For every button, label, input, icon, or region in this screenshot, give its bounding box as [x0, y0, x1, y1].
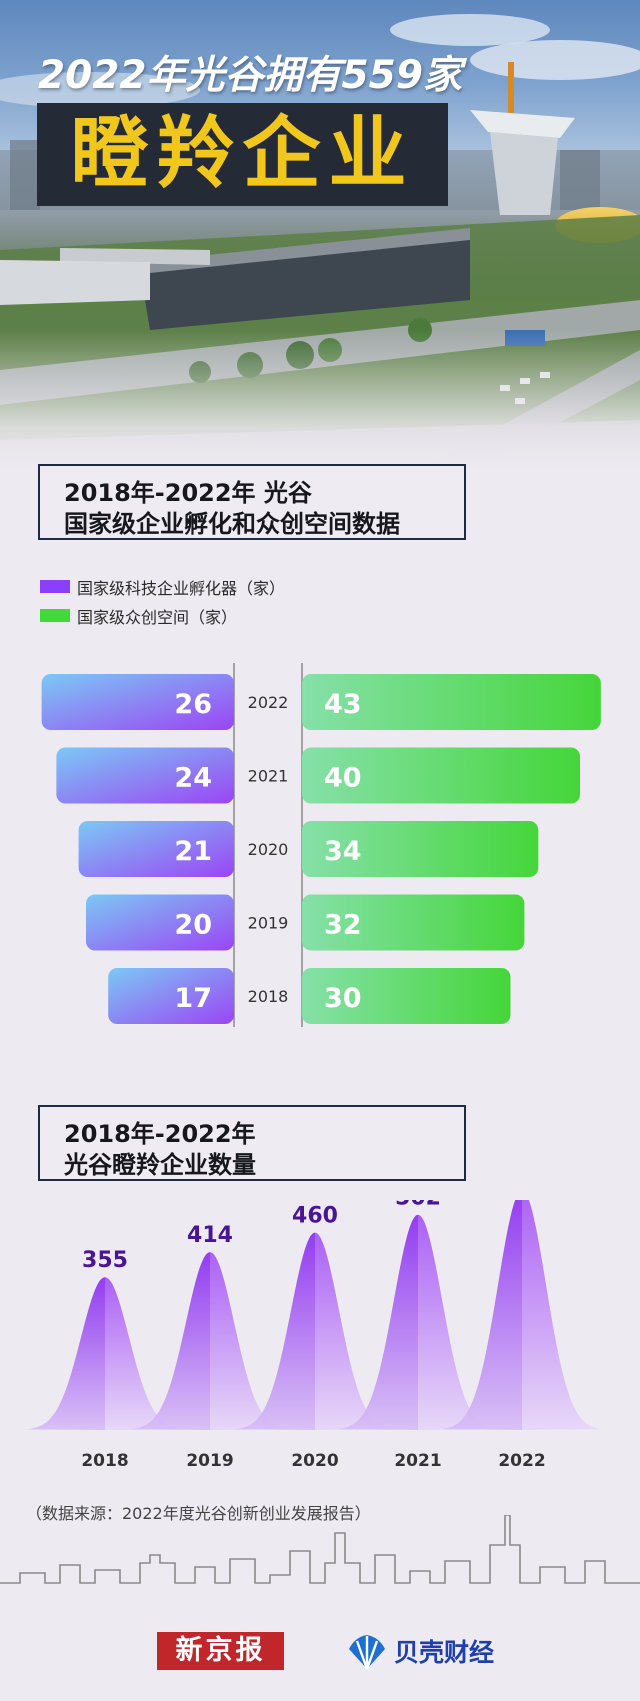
peak-year-2021: 2021 [394, 1451, 441, 1471]
peak-value-2018: 355 [82, 1248, 128, 1273]
peak-marks [25, 1200, 602, 1430]
bar-label-incubator-2018: 17 [174, 983, 212, 1014]
headline-top: 2022年光谷拥有559家 [38, 53, 462, 98]
bar-year-labels: 2022 2021 2020 2019 2018 [248, 693, 289, 1006]
bars-incubator: 26 24 21 20 17 [41, 674, 235, 1024]
hero-photo: 2022年光谷拥有559家 瞪羚企业 [0, 0, 640, 470]
section2-header-box: 2018年-2022年 光谷瞪羚企业数量 [38, 1105, 466, 1181]
peak-right-2019 [210, 1252, 290, 1430]
bar-incubator-2022 [41, 674, 234, 730]
bar-label-space-2018: 30 [324, 983, 362, 1014]
peak-year-2019: 2019 [186, 1451, 233, 1471]
logo-beike-caijing: 贝壳财经 [394, 1638, 495, 1667]
bar-space-2021 [302, 747, 580, 804]
peak-year-labels: 2018 2019 2020 2021 2022 [81, 1451, 545, 1471]
peak-value-2019: 414 [187, 1223, 233, 1248]
bar-label-incubator-2020: 21 [174, 836, 212, 867]
peak-right-2018 [105, 1277, 185, 1430]
legend-label-space: 国家级众创空间（家） [77, 608, 238, 627]
bar-incubator-2020 [78, 821, 234, 877]
bars-space: 43 40 34 32 30 [302, 674, 601, 1024]
bar-label-incubator-2022: 26 [174, 689, 212, 720]
section1-title-line2: 国家级企业孵化和众创空间数据 [64, 510, 400, 538]
logo-xinjingbao: 新京报 [157, 1632, 284, 1670]
bar-label-incubator-2021: 24 [174, 763, 212, 794]
bar-space-2019 [302, 894, 525, 951]
section2-title-line1: 2018年-2022年 [64, 1120, 256, 1148]
section2-title-line2: 光谷瞪羚企业数量 [64, 1151, 256, 1179]
legend-swatch-incubator [40, 580, 70, 593]
headline-box: 瞪羚企业 [37, 103, 448, 206]
legend-label-incubator: 国家级科技企业孵化器（家） [77, 579, 286, 598]
bar-label-space-2020: 34 [324, 836, 362, 867]
peak-right-2022 [522, 1200, 602, 1430]
bar-label-space-2019: 32 [324, 910, 362, 941]
bar-year-2018: 2018 [248, 987, 289, 1006]
hero-fade-overlay [0, 330, 640, 470]
bar-label-incubator-2019: 20 [174, 910, 212, 941]
bar-year-2021: 2021 [248, 767, 289, 786]
bar-label-space-2022: 43 [324, 689, 362, 720]
peak-left-2021 [338, 1214, 418, 1430]
peak-year-2020: 2020 [291, 1451, 338, 1471]
bar-space-2018 [302, 968, 511, 1024]
bar-year-2020: 2020 [248, 840, 289, 859]
bar-year-2022: 2022 [248, 693, 289, 712]
peak-left-2018 [25, 1277, 105, 1430]
bar-incubator-2021 [56, 747, 235, 804]
bar-label-space-2021: 40 [324, 763, 362, 794]
peak-left-2022 [442, 1200, 522, 1430]
peak-left-2020 [235, 1232, 315, 1430]
peak-year-2022: 2022 [498, 1451, 545, 1471]
bar-space-2022 [302, 674, 601, 730]
peak-left-2019 [130, 1252, 210, 1430]
skyline-line-art [0, 1515, 640, 1584]
peak-value-labels: 355414460502559 [82, 1200, 441, 1273]
bar-incubator-2018 [108, 968, 234, 1024]
bar-space-2020 [302, 821, 539, 877]
peak-value-2020: 460 [292, 1204, 338, 1229]
shell-logo-icon [349, 1635, 385, 1670]
data-source-note: （数据来源：2022年度光谷创新创业发展报告） [26, 1504, 371, 1523]
peak-right-2021 [418, 1214, 498, 1430]
bar-incubator-2019 [86, 894, 234, 951]
peak-value-2021: 502 [395, 1200, 441, 1211]
headline-main: 瞪羚企业 [70, 109, 415, 199]
section1-title-line1: 2018年-2022年 光谷 [64, 479, 312, 507]
peak-right-2020 [315, 1232, 395, 1430]
peak-year-2018: 2018 [81, 1451, 128, 1471]
section1-header-box: 2018年-2022年 光谷 国家级企业孵化和众创空间数据 [38, 464, 466, 540]
bar-year-2019: 2019 [248, 914, 289, 933]
legend-swatch-space [40, 609, 70, 622]
